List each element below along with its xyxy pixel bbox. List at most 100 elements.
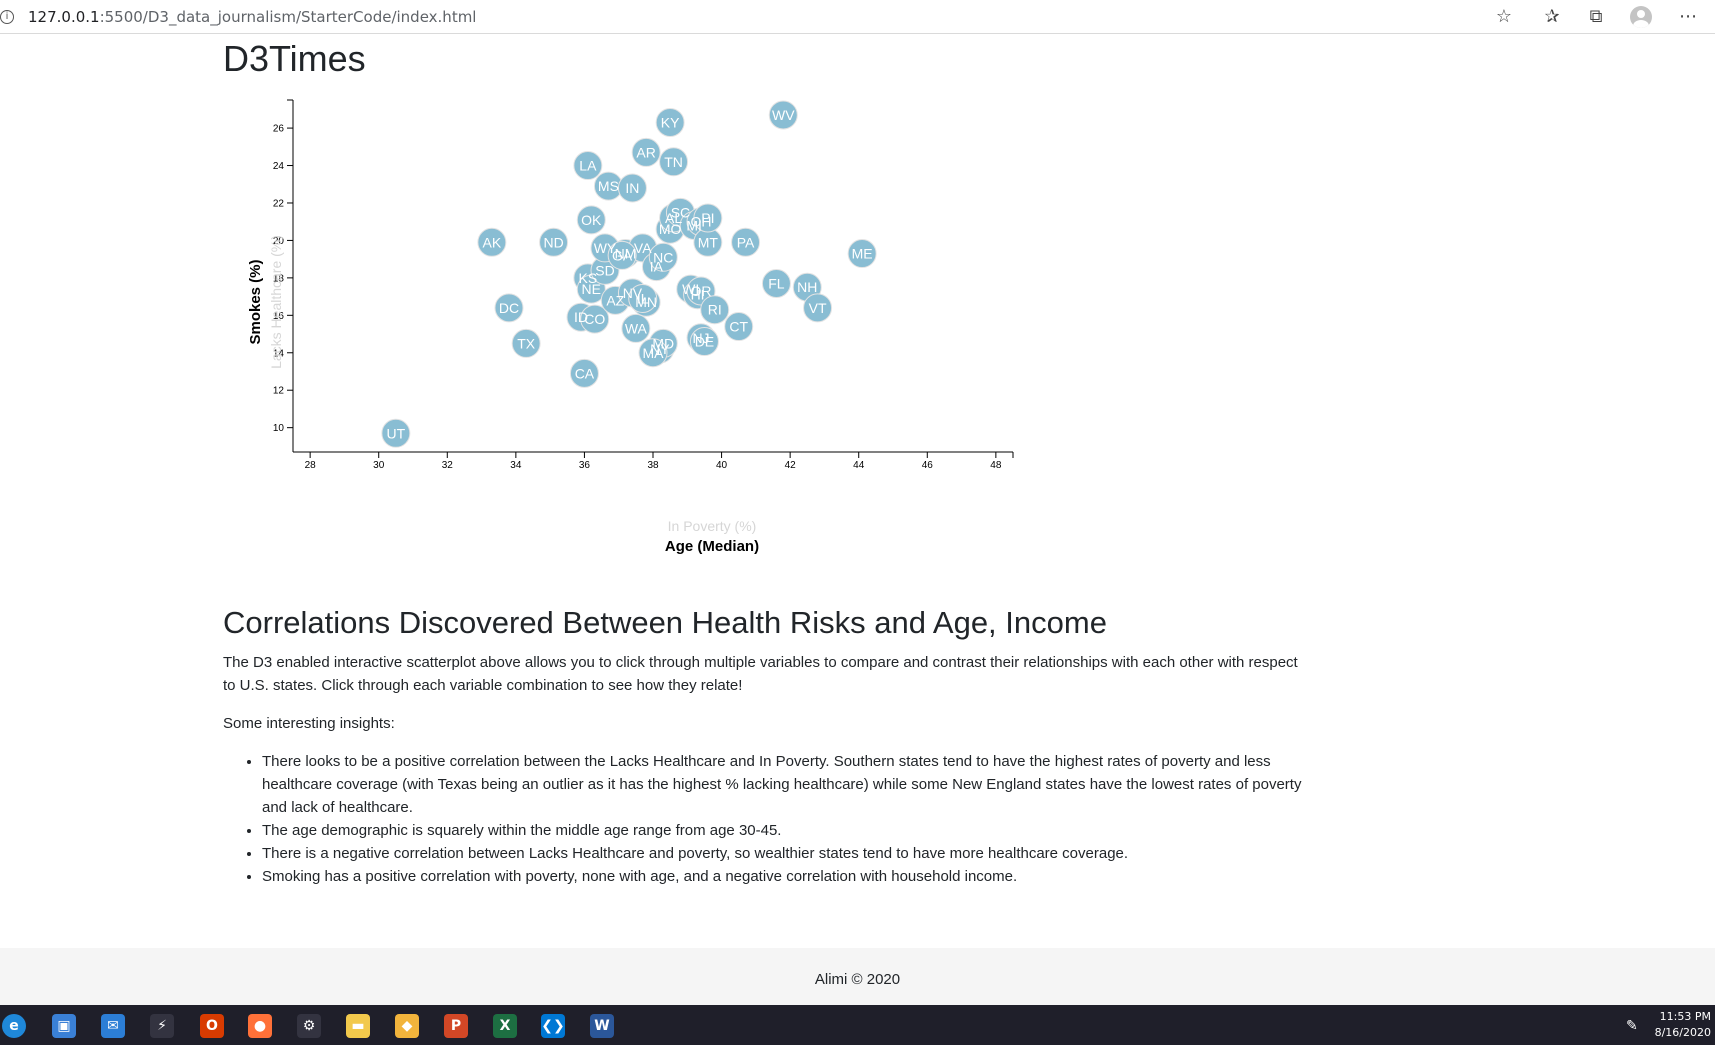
- state-marker[interactable]: [569, 358, 599, 388]
- favorites-icon[interactable]: ✰: [1544, 6, 1560, 27]
- state-marker[interactable]: [573, 151, 603, 181]
- state-label: NC: [653, 249, 673, 265]
- state-label: CT: [729, 319, 748, 335]
- state-label: UT: [387, 425, 406, 441]
- y-tick-label: 22: [273, 198, 285, 209]
- state-label: VA: [634, 240, 652, 256]
- word-icon[interactable]: W: [590, 1014, 614, 1038]
- state-marker[interactable]: [689, 327, 719, 357]
- state-label: PI: [701, 210, 714, 226]
- state-label: TX: [517, 335, 536, 351]
- x-tick-label: 28: [305, 460, 317, 471]
- state-marker[interactable]: [761, 268, 791, 298]
- pen-icon[interactable]: ✎: [1626, 1018, 1638, 1034]
- state-marker[interactable]: [381, 418, 411, 448]
- git-icon[interactable]: ◆: [395, 1014, 419, 1038]
- office-icon[interactable]: O: [200, 1014, 224, 1038]
- state-marker[interactable]: [631, 137, 661, 167]
- state-marker[interactable]: [693, 203, 723, 233]
- powerpoint-icon[interactable]: P: [444, 1014, 468, 1038]
- state-label: IA: [650, 259, 664, 275]
- x-tick-label: 30: [373, 460, 385, 471]
- x-tick-label: 34: [510, 460, 522, 471]
- state-label: LA: [579, 158, 597, 174]
- state-label: MO: [659, 221, 682, 237]
- state-marker[interactable]: [539, 227, 569, 257]
- article-heading: Correlations Discovered Between Health R…: [223, 605, 1107, 640]
- star-icon[interactable]: ☆: [1495, 6, 1513, 27]
- state-marker[interactable]: [638, 338, 668, 368]
- state-marker[interactable]: [511, 328, 541, 358]
- y-tick-label: 26: [273, 124, 285, 135]
- excel-icon[interactable]: X: [493, 1014, 517, 1038]
- state-marker[interactable]: [724, 312, 754, 342]
- state-label: WI: [682, 281, 699, 297]
- state-label: NH: [797, 279, 817, 295]
- profile-avatar-icon[interactable]: [1630, 6, 1652, 28]
- info-icon[interactable]: i: [0, 10, 14, 24]
- y-tick-label: 12: [273, 386, 285, 397]
- state-marker[interactable]: [477, 227, 507, 257]
- state-label: DE: [695, 334, 714, 350]
- state-marker[interactable]: [803, 293, 833, 323]
- url-host: 127.0.0.1: [28, 8, 100, 26]
- state-marker[interactable]: [628, 283, 658, 313]
- state-label: MI: [686, 217, 702, 233]
- state-marker[interactable]: [847, 239, 877, 269]
- address-bar[interactable]: 127.0.0.1:5500/D3_data_journalism/Starte…: [28, 8, 476, 26]
- state-marker[interactable]: [576, 205, 606, 235]
- state-label: SC: [671, 204, 690, 220]
- state-label: WV: [772, 107, 795, 123]
- x-axis-label-poverty[interactable]: In Poverty (%): [668, 518, 757, 534]
- state-label: AR: [636, 144, 655, 160]
- state-marker[interactable]: [700, 295, 730, 325]
- more-icon[interactable]: ⋯: [1679, 6, 1697, 27]
- state-marker[interactable]: [659, 147, 689, 177]
- y-tick-label: 14: [273, 348, 285, 359]
- state-marker[interactable]: [648, 242, 678, 272]
- taskbar-clock[interactable]: 11:53 PM 8/16/2020: [1655, 1009, 1711, 1041]
- list-item: There is a negative correlation between …: [262, 842, 1303, 865]
- state-marker[interactable]: [607, 240, 637, 270]
- edge-icon[interactable]: e: [2, 1014, 26, 1038]
- y-tick-label: 20: [273, 236, 285, 247]
- x-tick-label: 32: [442, 460, 454, 471]
- state-marker[interactable]: [768, 100, 798, 130]
- list-item: Smoking has a positive correlation with …: [262, 865, 1303, 888]
- state-marker[interactable]: [617, 173, 647, 203]
- state-label: KS: [579, 270, 598, 286]
- app-icon[interactable]: ⚡: [150, 1014, 174, 1038]
- url-path: :5500/D3_data_journalism/StarterCode/ind…: [99, 8, 477, 26]
- state-marker[interactable]: [580, 304, 610, 334]
- x-tick-label: 46: [922, 460, 934, 471]
- collections-icon[interactable]: ⧉: [1589, 6, 1603, 27]
- store-icon[interactable]: ▣: [52, 1014, 76, 1038]
- article: Correlations Discovered Between Health R…: [223, 605, 1303, 888]
- y-axis-label-smokes[interactable]: Smokes (%): [247, 259, 264, 344]
- settings-icon[interactable]: ⚙: [297, 1014, 321, 1038]
- state-label: NJ: [692, 330, 709, 346]
- state-label: GA: [612, 247, 633, 263]
- state-label: CO: [584, 311, 605, 327]
- y-tick-label: 10: [273, 423, 285, 434]
- state-marker[interactable]: [655, 107, 685, 137]
- mail-icon[interactable]: ✉: [101, 1014, 125, 1038]
- state-label: ND: [543, 234, 563, 250]
- y-axis-label-healthcare[interactable]: Lacks Healthcare (%): [268, 235, 284, 369]
- state-label: MD: [652, 335, 674, 351]
- state-marker[interactable]: [494, 293, 524, 323]
- state-label: OR: [691, 283, 712, 299]
- state-marker[interactable]: [731, 227, 761, 257]
- file-explorer-icon[interactable]: ▬: [346, 1014, 370, 1038]
- firefox-icon[interactable]: ●: [248, 1014, 272, 1038]
- vscode-icon[interactable]: ❮❯: [541, 1014, 565, 1038]
- state-label: SD: [595, 262, 614, 278]
- state-marker[interactable]: [621, 313, 651, 343]
- browser-toolbar: i 127.0.0.1:5500/D3_data_journalism/Star…: [0, 0, 1715, 34]
- x-axis-label-age[interactable]: Age (Median): [665, 538, 759, 555]
- y-tick-label: 24: [273, 161, 285, 172]
- footer: Alimi © 2020: [0, 948, 1715, 1005]
- state-label: OH: [691, 214, 712, 230]
- clock-time: 11:53 PM: [1659, 1010, 1711, 1023]
- state-label: IN: [625, 180, 639, 196]
